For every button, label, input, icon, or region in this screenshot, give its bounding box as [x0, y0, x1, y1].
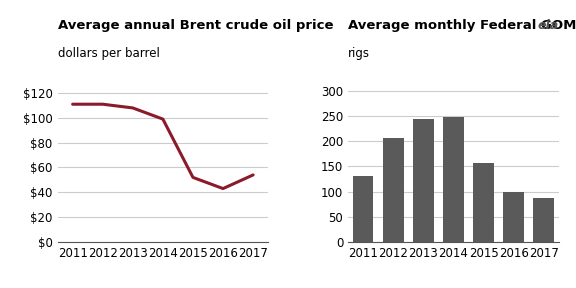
Bar [353, 176, 373, 242]
Bar [383, 138, 404, 242]
Text: dollars per barrel: dollars per barrel [58, 47, 160, 60]
Text: rigs: rigs [348, 47, 370, 60]
Text: eia: eia [537, 19, 559, 32]
Bar [413, 120, 434, 242]
Bar [503, 192, 524, 242]
Bar [473, 163, 494, 242]
Bar [533, 198, 554, 242]
Text: Average monthly Federal GOM rig count: Average monthly Federal GOM rig count [348, 19, 576, 32]
Text: Average annual Brent crude oil price: Average annual Brent crude oil price [58, 19, 333, 32]
Bar [443, 117, 464, 242]
